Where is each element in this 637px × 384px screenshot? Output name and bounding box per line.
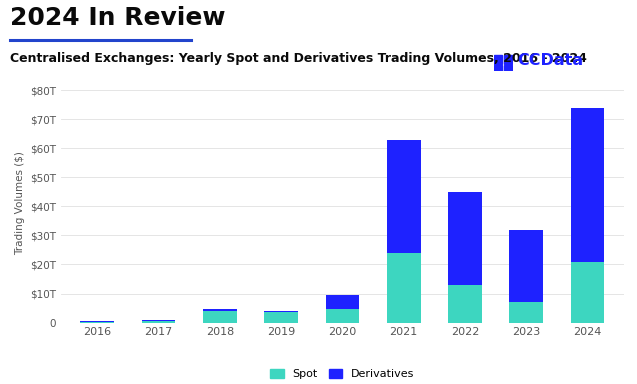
- FancyBboxPatch shape: [505, 55, 512, 64]
- Y-axis label: Trading Volumes ($): Trading Volumes ($): [15, 152, 25, 255]
- Bar: [510, 230, 543, 302]
- Bar: [141, 319, 175, 321]
- Bar: [264, 311, 298, 313]
- Bar: [326, 295, 359, 310]
- Bar: [571, 108, 605, 262]
- Legend: Spot, Derivatives: Spot, Derivatives: [266, 364, 419, 384]
- FancyBboxPatch shape: [505, 65, 512, 71]
- Bar: [203, 311, 237, 323]
- Bar: [326, 310, 359, 323]
- Bar: [571, 262, 605, 323]
- Bar: [448, 285, 482, 323]
- Bar: [387, 140, 420, 253]
- Text: CCData: CCData: [517, 53, 583, 68]
- FancyBboxPatch shape: [494, 65, 502, 71]
- Bar: [141, 321, 175, 323]
- Bar: [203, 310, 237, 311]
- Text: 2024 In Review: 2024 In Review: [10, 6, 225, 30]
- FancyBboxPatch shape: [494, 55, 502, 64]
- Bar: [387, 253, 420, 323]
- Bar: [448, 192, 482, 285]
- Text: Centralised Exchanges: Yearly Spot and Derivatives Trading Volumes, 2016 - 2024: Centralised Exchanges: Yearly Spot and D…: [10, 52, 587, 65]
- Bar: [264, 313, 298, 323]
- Bar: [510, 302, 543, 323]
- Bar: [80, 322, 114, 323]
